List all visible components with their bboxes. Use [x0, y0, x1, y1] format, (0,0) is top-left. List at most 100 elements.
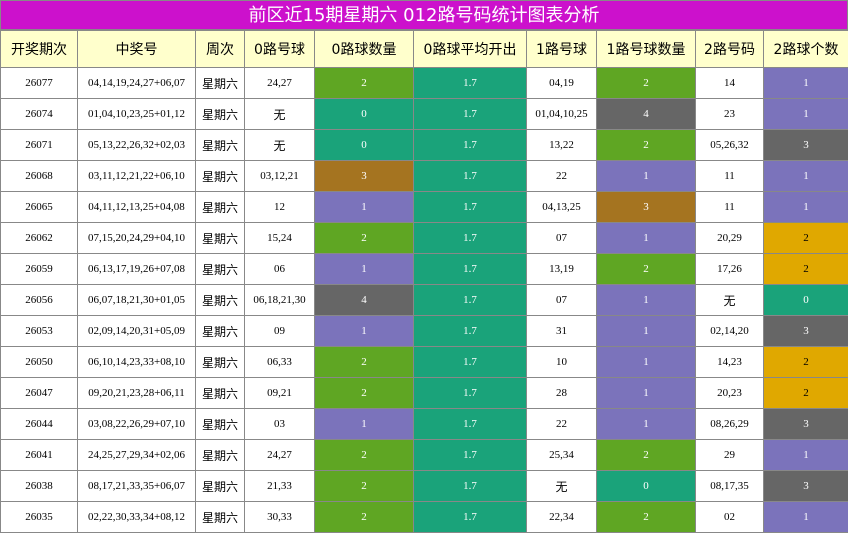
- route1-count-cell: 1: [597, 161, 696, 192]
- route2-balls-cell: 23: [696, 99, 764, 130]
- route1-balls-cell: 07: [527, 223, 597, 254]
- route1-balls-cell: 04,19: [527, 68, 597, 99]
- route0-count-cell: 0: [315, 130, 414, 161]
- route0-avg-cell: 1.7: [414, 99, 527, 130]
- chart-title: 前区近15期星期六 012路号码统计图表分析: [0, 0, 848, 30]
- numbers-cell: 01,04,10,23,25+01,12: [78, 99, 196, 130]
- issue-cell: 26071: [1, 130, 78, 161]
- issue-cell: 26053: [1, 316, 78, 347]
- route0-avg-cell: 1.7: [414, 130, 527, 161]
- route2-balls-cell: 20,23: [696, 378, 764, 409]
- issue-cell: 26050: [1, 347, 78, 378]
- numbers-cell: 06,13,17,19,26+07,08: [78, 254, 196, 285]
- route2-count-cell: 1: [764, 99, 848, 130]
- route2-balls-cell: 08,26,29: [696, 409, 764, 440]
- route1-count-cell: 3: [597, 192, 696, 223]
- issue-cell: 26044: [1, 409, 78, 440]
- route2-balls-cell: 29: [696, 440, 764, 471]
- route1-balls-cell: 10: [527, 347, 597, 378]
- route1-balls-cell: 22: [527, 161, 597, 192]
- route0-avg-cell: 1.7: [414, 440, 527, 471]
- numbers-cell: 24,25,27,29,34+02,06: [78, 440, 196, 471]
- numbers-cell: 02,09,14,20,31+05,09: [78, 316, 196, 347]
- route1-count-cell: 1: [597, 409, 696, 440]
- route0-balls-cell: 15,24: [245, 223, 315, 254]
- route0-avg-cell: 1.7: [414, 316, 527, 347]
- route0-balls-cell: 06: [245, 254, 315, 285]
- route2-count-cell: 3: [764, 471, 848, 502]
- route2-balls-cell: 无: [696, 285, 764, 316]
- route1-balls-cell: 07: [527, 285, 597, 316]
- header-route0-balls: 0路号球: [245, 31, 315, 68]
- route2-balls-cell: 11: [696, 161, 764, 192]
- weekday-cell: 星期六: [196, 409, 245, 440]
- route2-count-cell: 1: [764, 161, 848, 192]
- issue-cell: 26047: [1, 378, 78, 409]
- route1-count-cell: 1: [597, 316, 696, 347]
- route0-balls-cell: 12: [245, 192, 315, 223]
- header-route2-count: 2路球个数: [764, 31, 848, 68]
- route0-count-cell: 3: [315, 161, 414, 192]
- route0-avg-cell: 1.7: [414, 254, 527, 285]
- numbers-cell: 03,11,12,21,22+06,10: [78, 161, 196, 192]
- route0-avg-cell: 1.7: [414, 223, 527, 254]
- route0-avg-cell: 1.7: [414, 409, 527, 440]
- route0-balls-cell: 06,33: [245, 347, 315, 378]
- route0-count-cell: 1: [315, 192, 414, 223]
- route0-count-cell: 2: [315, 440, 414, 471]
- weekday-cell: 星期六: [196, 99, 245, 130]
- route1-count-cell: 2: [597, 254, 696, 285]
- weekday-cell: 星期六: [196, 254, 245, 285]
- route0-balls-cell: 24,27: [245, 68, 315, 99]
- route1-count-cell: 2: [597, 440, 696, 471]
- route0-balls-cell: 09,21: [245, 378, 315, 409]
- route0-avg-cell: 1.7: [414, 378, 527, 409]
- numbers-cell: 08,17,21,33,35+06,07: [78, 471, 196, 502]
- route2-count-cell: 2: [764, 347, 848, 378]
- route1-balls-cell: 31: [527, 316, 597, 347]
- route2-balls-cell: 02: [696, 502, 764, 533]
- route1-count-cell: 1: [597, 223, 696, 254]
- route2-count-cell: 1: [764, 192, 848, 223]
- weekday-cell: 星期六: [196, 440, 245, 471]
- route0-avg-cell: 1.7: [414, 502, 527, 533]
- route0-count-cell: 0: [315, 99, 414, 130]
- numbers-cell: 09,20,21,23,28+06,11: [78, 378, 196, 409]
- numbers-cell: 04,11,12,13,25+04,08: [78, 192, 196, 223]
- route1-count-cell: 0: [597, 471, 696, 502]
- route1-count-cell: 2: [597, 68, 696, 99]
- issue-cell: 26038: [1, 471, 78, 502]
- weekday-cell: 星期六: [196, 471, 245, 502]
- issue-cell: 26056: [1, 285, 78, 316]
- route1-balls-cell: 01,04,10,25: [527, 99, 597, 130]
- header-route0-avg: 0路球平均开出: [414, 31, 527, 68]
- weekday-cell: 星期六: [196, 347, 245, 378]
- route2-balls-cell: 20,29: [696, 223, 764, 254]
- weekday-cell: 星期六: [196, 316, 245, 347]
- weekday-cell: 星期六: [196, 192, 245, 223]
- route0-balls-cell: 06,18,21,30: [245, 285, 315, 316]
- route1-balls-cell: 28: [527, 378, 597, 409]
- route1-balls-cell: 13,19: [527, 254, 597, 285]
- weekday-cell: 星期六: [196, 68, 245, 99]
- route2-count-cell: 2: [764, 378, 848, 409]
- stats-table: 开奖期次 中奖号 周次 0路号球 0路球数量 0路球平均开出 1路号球 1路号球…: [0, 30, 848, 533]
- route1-count-cell: 1: [597, 285, 696, 316]
- route2-balls-cell: 08,17,35: [696, 471, 764, 502]
- header-route0-count: 0路球数量: [315, 31, 414, 68]
- route0-avg-cell: 1.7: [414, 471, 527, 502]
- weekday-cell: 星期六: [196, 130, 245, 161]
- route0-balls-cell: 09: [245, 316, 315, 347]
- route1-balls-cell: 13,22: [527, 130, 597, 161]
- route1-count-cell: 4: [597, 99, 696, 130]
- route1-balls-cell: 04,13,25: [527, 192, 597, 223]
- header-route1-count: 1路号球数量: [597, 31, 696, 68]
